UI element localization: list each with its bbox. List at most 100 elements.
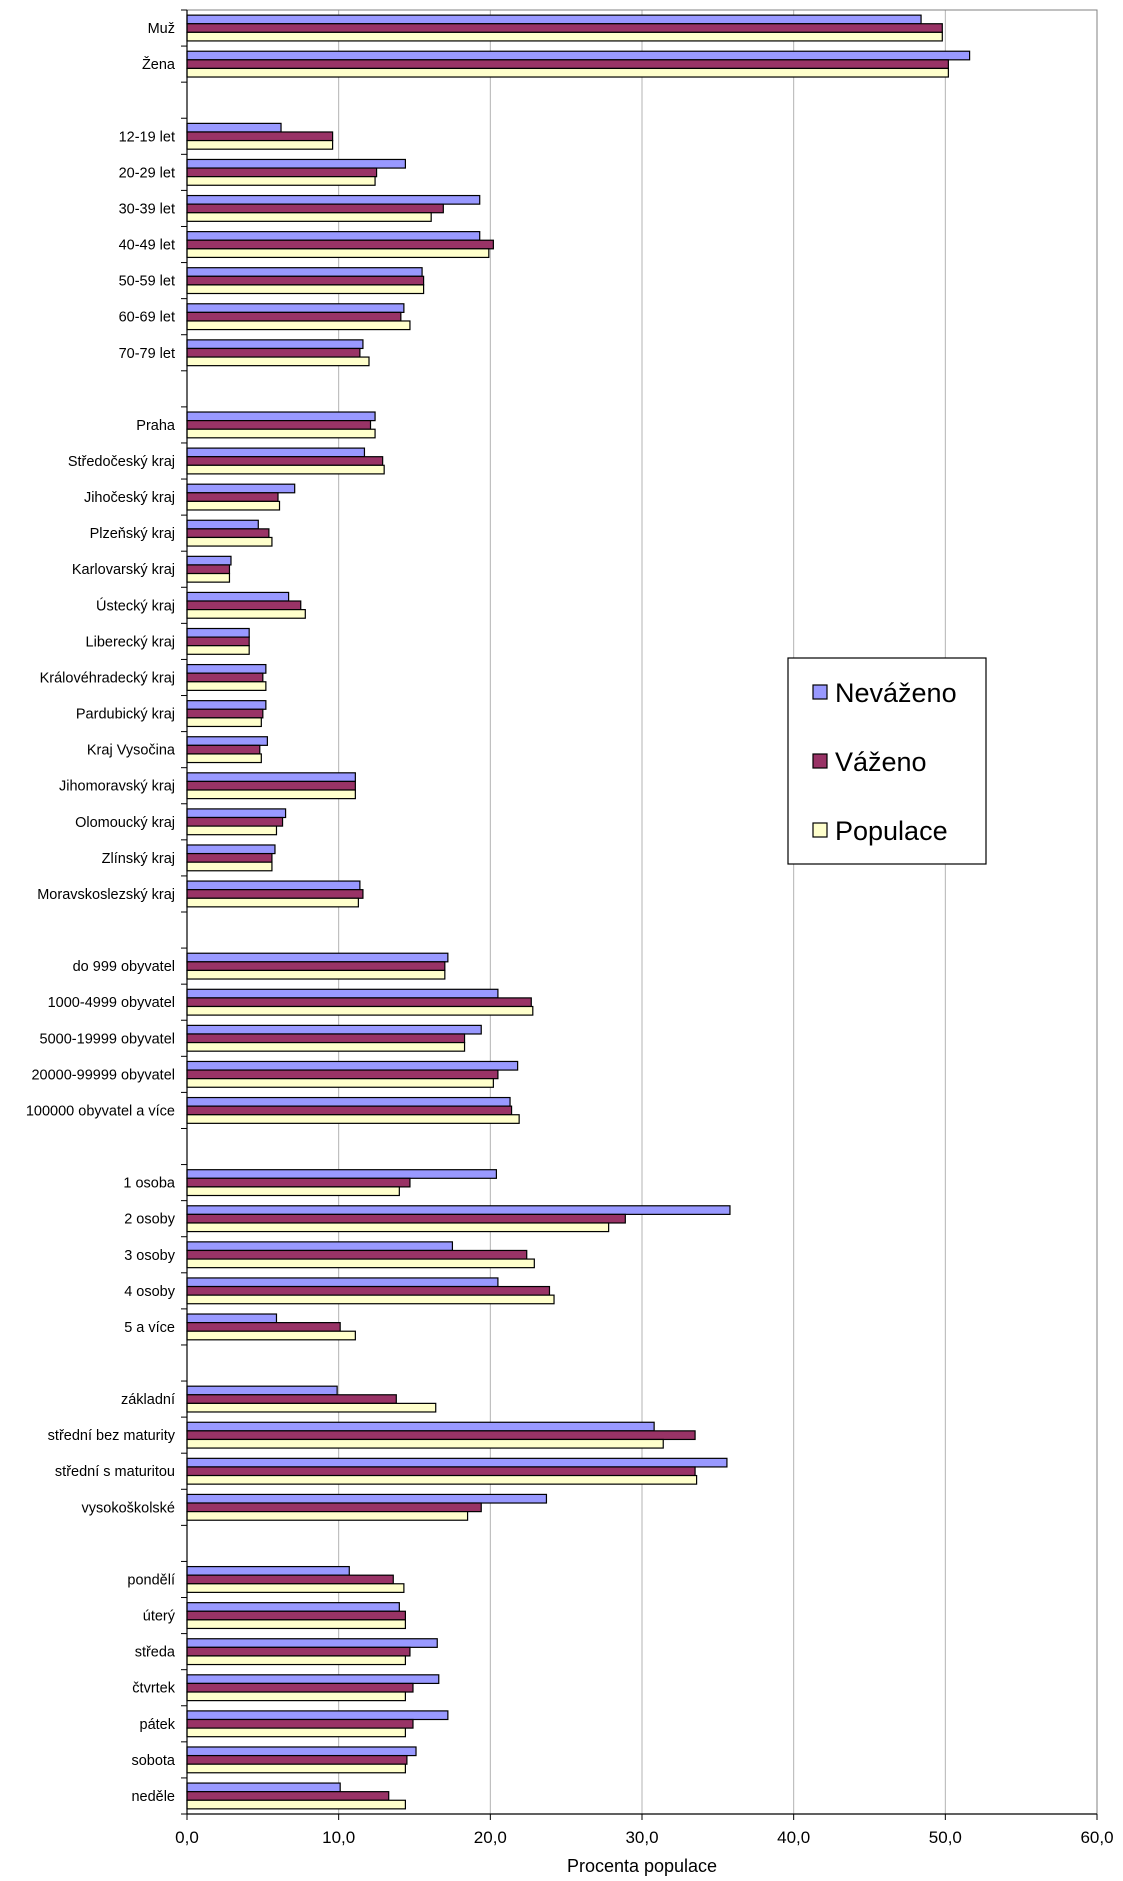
- x-tick-label: 40,0: [777, 1828, 810, 1847]
- bar: [186, 736, 268, 746]
- category-label: 60-69 let: [119, 310, 175, 326]
- bar: [186, 1105, 513, 1116]
- bar: [186, 519, 259, 530]
- bar: [186, 139, 334, 150]
- category-label: Zlínský kraj: [102, 851, 175, 867]
- bar: [186, 1177, 411, 1188]
- bar: [186, 1169, 497, 1179]
- bar: [186, 428, 376, 439]
- bar: [186, 67, 949, 78]
- bar: [186, 1457, 728, 1468]
- bar: [186, 772, 356, 783]
- bar: [186, 1205, 731, 1215]
- bar: [186, 536, 273, 547]
- category-label: pátek: [140, 1717, 176, 1733]
- bar: [186, 267, 423, 277]
- bar: [186, 1763, 406, 1774]
- bar: [186, 1655, 406, 1666]
- bar: [186, 464, 385, 475]
- bar: [186, 1041, 466, 1052]
- category-label: Muž: [148, 21, 175, 37]
- bar: [186, 483, 296, 494]
- category-label: Žena: [142, 56, 176, 73]
- bar: [186, 744, 261, 755]
- bar: [186, 347, 361, 358]
- legend: Neváženo Váženo Populace: [787, 657, 987, 865]
- category-label: Moravskoslezský kraj: [37, 887, 175, 903]
- bar: [186, 600, 302, 611]
- category-label: Jihočeský kraj: [84, 490, 175, 506]
- bar: [186, 320, 411, 331]
- bar: [186, 1782, 341, 1793]
- bar: [186, 1691, 406, 1702]
- bar: [186, 122, 282, 133]
- bar: [186, 203, 444, 214]
- bar: [186, 1069, 499, 1080]
- bar: [186, 1638, 438, 1648]
- bar: [186, 248, 490, 259]
- bar: [186, 1060, 519, 1071]
- bar: [186, 1746, 417, 1757]
- bar: [186, 1213, 626, 1224]
- bar: [186, 861, 273, 872]
- x-tick-label: 60,0: [1080, 1828, 1113, 1847]
- legend-label: Váženo: [835, 747, 927, 777]
- bar: [186, 555, 232, 566]
- bar: [186, 1078, 494, 1088]
- category-label: 3 osoby: [124, 1248, 176, 1264]
- bar: [186, 969, 446, 980]
- category-label: neděle: [131, 1789, 175, 1805]
- category-label: 5 a více: [124, 1320, 175, 1336]
- bar: [186, 997, 532, 1008]
- bar: [186, 591, 290, 602]
- category-label: 12-19 let: [119, 129, 175, 145]
- bar: [186, 952, 449, 963]
- bar: [186, 1727, 406, 1738]
- bar: [186, 528, 270, 539]
- bar: [186, 1394, 397, 1404]
- category-label: do 999 obyvatel: [73, 959, 175, 975]
- legend-swatch: [812, 684, 828, 700]
- bar: [186, 23, 943, 33]
- bar: [186, 411, 376, 422]
- bar: [186, 1430, 696, 1441]
- bar: [186, 1258, 535, 1269]
- bar: [186, 1710, 449, 1721]
- bar: [186, 708, 264, 719]
- bar: [186, 753, 262, 764]
- bar: [186, 1574, 394, 1585]
- bar: [186, 1421, 655, 1432]
- bar: [186, 789, 356, 800]
- category-label: 20000-99999 obyvatel: [31, 1067, 175, 1083]
- bar: [186, 636, 250, 647]
- bar: [186, 1186, 400, 1197]
- bar: [186, 194, 481, 205]
- bar: [186, 284, 425, 295]
- category-label: Olomoucký kraj: [75, 815, 175, 831]
- bar: [186, 1313, 278, 1324]
- bar: [186, 1277, 499, 1288]
- bar: [186, 1565, 350, 1576]
- bar: [186, 176, 376, 186]
- bar: [186, 1682, 414, 1693]
- category-label: Liberecký kraj: [86, 634, 175, 650]
- category-label: 100000 obyvatel a více: [26, 1103, 175, 1119]
- bar: [186, 889, 364, 899]
- category-label: 1 osoba: [123, 1176, 176, 1192]
- category-label: pondělí: [127, 1572, 175, 1588]
- category-label: 30-39 let: [119, 201, 175, 217]
- bar: [186, 447, 366, 458]
- category-label: 1000-4999 obyvatel: [48, 995, 175, 1011]
- bar: [186, 1718, 414, 1729]
- bar: [186, 645, 250, 655]
- category-label: Středočeský kraj: [68, 454, 175, 470]
- category-label: 40-49 let: [119, 238, 175, 254]
- bar: [186, 897, 359, 908]
- bar: [186, 717, 262, 728]
- category-label: Karlovarský kraj: [72, 562, 175, 578]
- legend-swatch: [812, 822, 828, 838]
- bar: [186, 303, 405, 313]
- bar: [186, 825, 278, 836]
- bar: [186, 880, 361, 891]
